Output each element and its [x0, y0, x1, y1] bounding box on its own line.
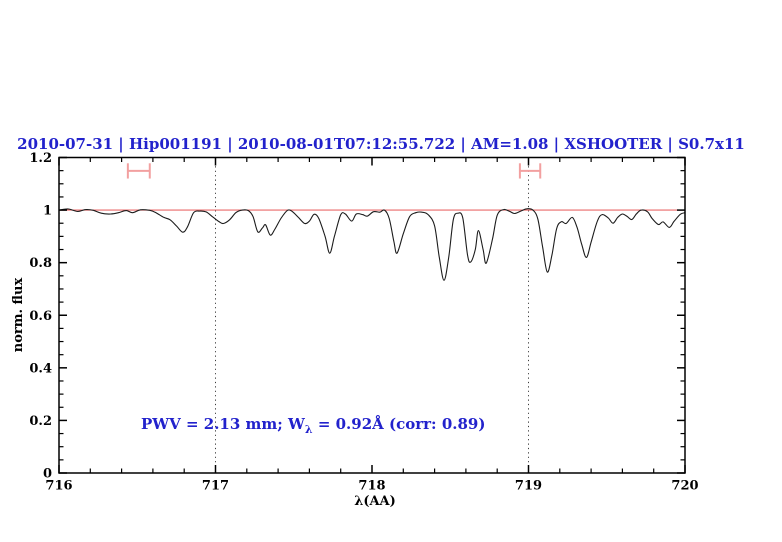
x-tick-label: 717 [202, 479, 229, 494]
x-tick-label: 718 [358, 479, 385, 494]
y-tick-label: 0 [43, 467, 52, 482]
x-tick-label: 719 [515, 479, 542, 494]
y-tick-label: 0.8 [29, 256, 52, 271]
pwv-annotation-rest: = 0.92Å (corr: 0.89) [313, 415, 486, 433]
y-tick-label: 1.2 [29, 151, 52, 166]
y-tick-label: 0.2 [29, 414, 52, 429]
plot-title: 2010-07-31 | Hip001191 | 2010-08-01T07:1… [17, 135, 745, 153]
bandpass-marker [126, 163, 151, 179]
x-axis-label: λ(AA) [354, 494, 396, 509]
y-tick-label: 0.6 [29, 309, 52, 324]
y-axis-label: norm. flux [11, 278, 26, 353]
y-tick-label: 1 [43, 204, 52, 219]
pwv-annotation: PWV = 2.13 mm; Wλ = 0.92Å (corr: 0.89) [141, 415, 485, 436]
bandpass-marker [518, 163, 542, 179]
pwv-annotation-main: PWV = 2.13 mm; W [141, 415, 306, 433]
tick-labels-layer: 716 717 718 719 720 0 0.2 0.4 0.6 0.8 1 1.2 [29, 151, 698, 494]
x-tick-label: 720 [671, 479, 698, 494]
data-layer [58, 208, 686, 281]
range-markers-layer [126, 163, 542, 179]
x-tick-label: 716 [45, 479, 72, 494]
y-tick-label: 0.4 [29, 361, 52, 376]
ticks-layer [58, 156, 686, 474]
spectrum-line [58, 208, 686, 281]
pwv-annotation-subscript: λ [305, 423, 313, 436]
